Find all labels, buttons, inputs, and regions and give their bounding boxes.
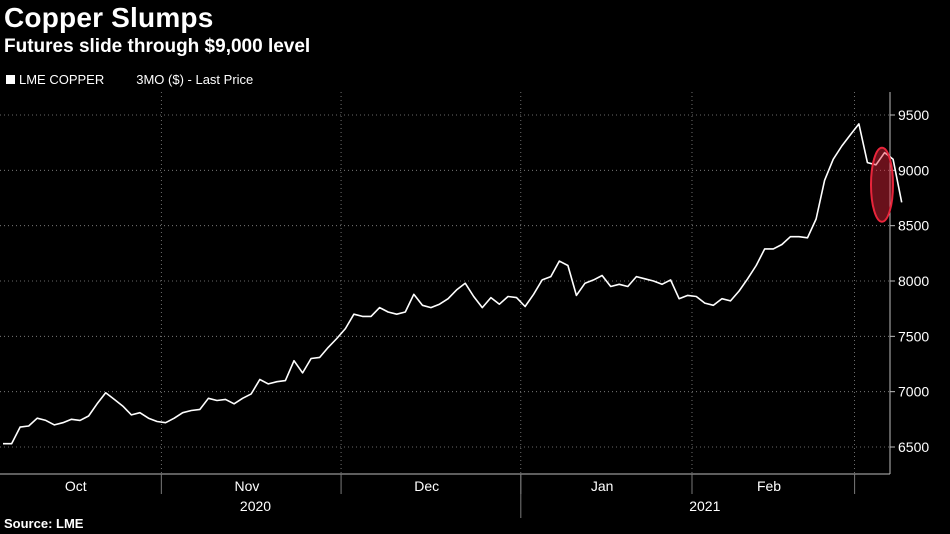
ytick-label-9000: 9000 [898,162,929,178]
source-note: Source: LME [4,516,84,531]
legend-series-name: LME COPPER [19,72,105,87]
series-layer [3,123,903,445]
month-label-oct: Oct [65,478,87,494]
highlight-ellipse [869,146,894,223]
month-label-feb: Feb [757,478,781,494]
month-label-jan: Jan [591,478,614,494]
y-axis-ticks: 6500 7000 7500 8000 8500 9000 9500 [890,107,929,455]
chart-legend: LME COPPER 3MO ($) - Last Price [6,72,253,87]
axes [0,92,891,518]
year-label-2020: 2020 [240,498,271,514]
chart-subtitle: Futures slide through $9,000 level [4,36,311,57]
chart-title: Copper Slumps [4,2,214,33]
annotation-layer [869,146,894,223]
ytick-label-8500: 8500 [898,218,929,234]
legend-swatch [6,75,15,84]
ytick-label-7000: 7000 [898,384,929,400]
ytick-label-8000: 8000 [898,273,929,289]
gridlines [0,92,890,474]
ytick-label-6500: 6500 [898,439,929,455]
series-line-0 [3,123,903,445]
ytick-label-9500: 9500 [898,107,929,123]
x-axis-labels: Oct Nov Dec Jan Feb 2020 2021 [65,478,781,514]
ytick-label-7500: 7500 [898,328,929,344]
month-label-nov: Nov [234,478,259,494]
year-label-2021: 2021 [689,498,720,514]
month-label-dec: Dec [414,478,439,494]
legend-series-suffix: 3MO ($) - Last Price [136,72,254,87]
